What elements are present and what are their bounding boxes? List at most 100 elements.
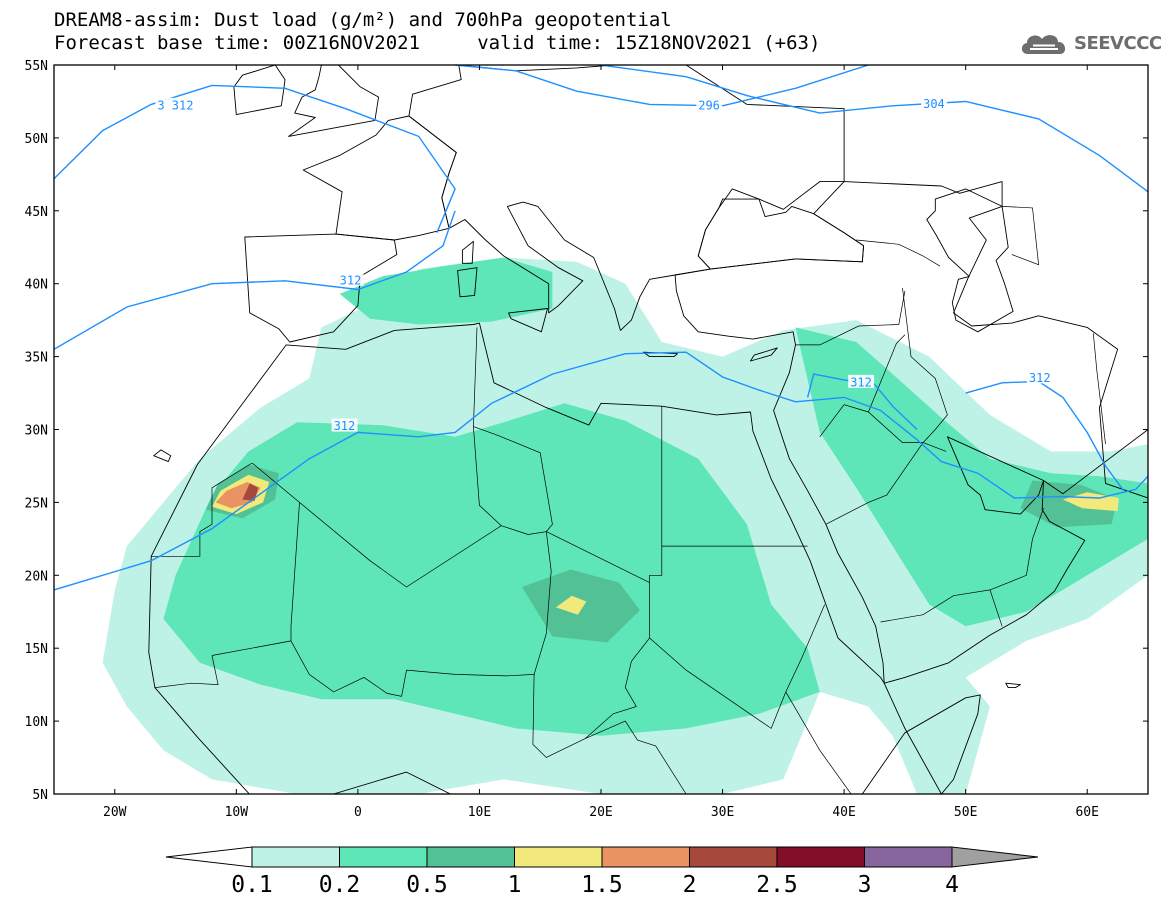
lat-tick-label: 20N — [25, 569, 48, 584]
coastline-sardinia — [457, 267, 478, 298]
country-border — [795, 290, 906, 346]
geopotential-isoline — [54, 351, 1148, 591]
colorbar-label: 4 — [945, 872, 959, 898]
country-border — [1002, 206, 1040, 266]
lon-tick-label: 50E — [954, 805, 977, 820]
coastline-corsica — [461, 240, 474, 264]
geopotential-isoline — [965, 380, 1125, 492]
contour-label-background — [155, 97, 196, 111]
country-border — [290, 640, 535, 697]
colorbar-segment — [251, 846, 340, 868]
lat-tick-label: 25N — [25, 496, 48, 511]
coastlines — [148, 65, 1148, 794]
country-border — [880, 589, 1003, 627]
coastline-canary-islands — [153, 449, 172, 463]
country-border — [856, 239, 941, 267]
colorbar-segment — [689, 846, 778, 868]
lon-tick-label: 10W — [225, 805, 249, 820]
country-border — [825, 442, 947, 525]
colorbar-segment — [339, 846, 428, 868]
lon-tick-label: 60E — [1075, 805, 1098, 820]
contour-label: 312 — [850, 375, 872, 389]
contour-label-background — [696, 97, 723, 111]
country-border — [528, 531, 687, 794]
dust-area-level-2 — [163, 403, 820, 736]
geopotential-isoline — [54, 84, 456, 233]
colorbar-label: 2 — [683, 872, 697, 898]
country-border — [649, 545, 808, 583]
contour-label: 312 — [340, 273, 362, 287]
contour-label-background — [1026, 370, 1053, 384]
colorbar-label: 1.5 — [581, 872, 623, 898]
lon-tick-label: 40E — [832, 805, 855, 820]
geopotential-isoline — [600, 65, 1148, 193]
geopotential-contours: 3 312 312 296 304 312 312 312 — [54, 65, 1148, 591]
dust-area-level-2 — [795, 327, 1148, 627]
coastline-sicily — [508, 308, 548, 333]
lat-tick-label: 50N — [25, 132, 48, 147]
coastline-caspian-inner — [926, 188, 1014, 333]
coastline-anatolia-middle-east — [674, 181, 1148, 684]
map-axes: 55N 50N 45N 40N 35N 30N 25N 20N 15N 10N 5N 20W 10W 0 1… — [25, 59, 1148, 820]
dust-area-level-6 — [242, 483, 259, 501]
dust-area-level-3 — [1020, 480, 1118, 528]
cloud-icon — [1021, 35, 1066, 54]
logo-text: SEEVCCC — [1074, 32, 1162, 54]
dust-area-level-4 — [556, 595, 587, 615]
country-border — [785, 691, 852, 794]
lon-tick-label: 10E — [468, 805, 491, 820]
colorbar-label: 2.5 — [756, 872, 798, 898]
coastline-arabian-gulf-coast — [946, 436, 1044, 515]
coastline-black-sea-inner — [697, 188, 865, 270]
contour-label: 312 — [334, 419, 356, 433]
colorbar-segment — [601, 846, 690, 868]
colorbar-label: 1 — [508, 872, 522, 898]
coastline-africa — [148, 322, 981, 794]
forecast-times: Forecast base time: 00Z16NOV2021 valid t… — [54, 32, 821, 54]
lat-tick-label: 5N — [32, 788, 48, 803]
country-border — [473, 426, 553, 532]
coastline-socotra — [1005, 682, 1021, 689]
seevccc-logo: SEEVCCC — [1018, 30, 1162, 56]
lat-tick-label: 10N — [25, 715, 48, 730]
colorbar-label: 0.5 — [406, 872, 448, 898]
colorbar-label: 3 — [858, 872, 872, 898]
country-border — [211, 502, 300, 656]
lat-tick-label: 40N — [25, 278, 48, 293]
colorbar-below-arrow — [165, 846, 253, 868]
lat-tick-label: 15N — [25, 642, 48, 657]
colorbar-segment — [864, 846, 953, 868]
geopotential-isoline — [54, 210, 456, 350]
lon-tick-label: 0 — [354, 805, 362, 820]
lat-tick-label: 45N — [25, 205, 48, 220]
dust-load-fill — [102, 257, 1148, 794]
geopotential-isoline — [455, 65, 869, 107]
country-border — [154, 655, 219, 688]
contour-label: 312 — [1029, 371, 1051, 385]
contour-label: 3 312 — [157, 98, 193, 112]
lat-tick-label: 30N — [25, 424, 48, 439]
coastline-central-europe — [408, 65, 845, 331]
contour-label-background — [921, 96, 948, 110]
country-border — [989, 508, 1044, 591]
coastline-cyprus — [750, 347, 778, 362]
country-border — [902, 288, 948, 443]
contour-label-background — [848, 374, 875, 388]
dust-area-level-2 — [339, 257, 553, 325]
lat-tick-label: 55N — [25, 59, 48, 74]
contour-label-background — [337, 272, 364, 286]
country-border — [649, 604, 826, 729]
coastline-great-britain — [288, 65, 380, 137]
colorbar-label: 0.2 — [319, 872, 361, 898]
lat-tick-label: 35N — [25, 351, 48, 366]
country-border — [473, 327, 502, 526]
colorbar-segment — [426, 846, 515, 868]
colorbar-above-arrow — [951, 846, 1039, 868]
country-border — [546, 531, 650, 739]
country-border — [151, 462, 253, 557]
map-title: DREAM8-assim: Dust load (g/m²) and 700hP… — [54, 9, 672, 31]
country-borders — [151, 206, 1106, 794]
country-border — [1092, 333, 1106, 445]
